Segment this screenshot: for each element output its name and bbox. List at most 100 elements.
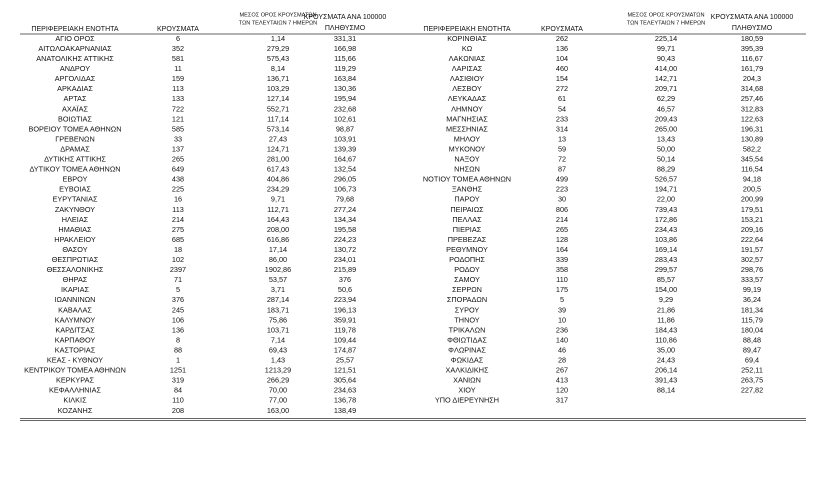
region-cell: ΕΒΡΟΥ [63,175,88,184]
mean-cell: 279,29 [267,44,289,53]
mean-cell: 414,00 [655,64,677,73]
cases-cell: 39 [558,305,566,314]
mean-cell: 127,14 [267,94,289,103]
per100k-cell: 99,19 [743,285,761,294]
cases-cell: 225 [172,185,184,194]
region-cell: ΤΗΝΟΥ [454,315,479,324]
per100k-cell: 88,48 [743,335,761,344]
region-cell: ΕΥΡΥΤΑΝΙΑΣ [53,195,98,204]
region-cell: ΜΥΚΟΝΟΥ [449,144,486,153]
mean-cell: 50,00 [657,144,675,153]
region-cell: ΣΑΜΟΥ [454,275,480,284]
region-cell: ΥΠΟ ΔΙΕΡΕΥΝΗΣΗ [435,396,499,405]
region-cell: ΡΟΔΟΥ [454,265,480,274]
mean-cell: 526,57 [655,175,677,184]
per100k-cell: 227,82 [741,386,763,395]
cases-cell: 6 [176,34,180,43]
mean-cell: 53,57 [269,275,287,284]
mean-cell: 124,71 [267,144,289,153]
cases-cell: 16 [174,195,182,204]
region-cell: ΝΗΣΩΝ [454,165,480,174]
region-cell: ΠΕΙΡΑΙΩΣ [450,205,484,214]
region-cell: ΘΕΣΣΑΛΟΝΙΚΗΣ [47,265,104,274]
per100k-cell: 200,5 [743,185,761,194]
per100k-cell: 222,64 [741,235,763,244]
per100k-cell: 195,58 [334,225,356,234]
cases-cell: 649 [172,165,184,174]
region-cell: ΛΑΡΙΣΑΣ [452,64,483,73]
cases-cell: 233 [556,114,568,123]
mean-cell: 7,14 [271,335,285,344]
per100k-cell: 232,68 [334,104,356,113]
mean-cell: 88,29 [657,165,675,174]
region-cell: ΔΥΤΙΚΟΥ ΤΟΜΕΑ ΑΘΗΝΩΝ [29,165,120,174]
per100k-cell: 79,68 [336,195,354,204]
cases-cell: 121 [172,114,184,123]
mean-cell: 103,29 [267,84,289,93]
cases-cell: 585 [172,124,184,133]
mean-cell: 3,71 [271,285,285,294]
per100k-cell: 174,87 [334,345,356,354]
region-cell: ΜΗΛΟΥ [454,134,481,143]
region-cell: ΚΑΒΑΛΑΣ [58,305,92,314]
region-cell: ΣΠΟΡΑΔΩΝ [447,295,487,304]
mean-cell: 1902,86 [265,265,291,274]
cases-cell: 136 [172,325,184,334]
per100k-cell: 132,54 [334,165,356,174]
mean-cell: 117,14 [267,114,289,123]
per100k-cell: 119,78 [334,325,356,334]
per100k-cell: 179,51 [741,205,763,214]
cases-cell: 46 [558,345,566,354]
per100k-cell: 196,13 [334,305,356,314]
region-cell: ΗΛΕΙΑΣ [62,215,89,224]
per100k-cell: 257,46 [741,94,763,103]
per100k-cell: 298,76 [741,265,763,274]
per100k-cell: 139,39 [334,144,356,153]
per100k-cell: 331,31 [334,34,356,43]
mean-cell: 27,43 [269,134,287,143]
cases-cell: 59 [558,144,566,153]
cases-cell: 208 [172,406,184,415]
cases-cell: 102 [172,255,184,264]
mean-cell: 616,86 [267,235,289,244]
region-cell: ΚΟΡΙΝΘΙΑΣ [447,34,487,43]
mean-cell: 283,43 [655,255,677,264]
per100k-cell: 116,67 [741,54,763,63]
region-cell: ΑΡΤΑΣ [63,94,87,103]
per100k-cell: 122,63 [741,114,763,123]
cases-cell: 18 [174,245,182,254]
cases-cell: 133 [172,94,184,103]
per100k-header: ΠΛΗΘΥΣΜΟ [732,25,773,32]
region-cell: ΧΙΟΥ [458,386,475,395]
cases-cell: 267 [556,366,568,375]
per100k-cell: 136,78 [334,396,356,405]
mean-header: ΤΩΝ ΤΕΛΕΥΤΑΙΩΝ 7 ΗΜΕΡΩΝ [239,20,317,26]
cases-cell: 214 [556,215,568,224]
region-cell: ΘΗΡΑΣ [63,275,88,284]
per100k-cell: 582,2 [743,144,761,153]
per100k-cell: 181,34 [741,305,763,314]
cases-cell: 72 [558,155,566,164]
cases-cell: 154 [556,74,568,83]
region-cell: ΜΑΓΝΗΣΙΑΣ [446,114,488,123]
cases-cell: 164 [556,245,568,254]
mean-cell: 9,29 [659,295,673,304]
cases-cell: 438 [172,175,184,184]
per100k-cell: 305,64 [334,376,356,385]
mean-cell: 22,00 [657,195,675,204]
mean-cell: 573,14 [267,124,289,133]
cases-cell: 413 [556,376,568,385]
mean-cell: 8,14 [271,64,285,73]
cases-cell: 1 [176,356,180,365]
region-cell: ΑΡΚΑΔΙΑΣ [57,84,93,93]
per100k-cell: 209,16 [741,225,763,234]
mean-cell: 88,14 [657,386,675,395]
per100k-cell: 164,67 [334,155,356,164]
mean-cell: 183,71 [267,305,289,314]
cases-cell: 581 [172,54,184,63]
mean-cell: 70,00 [269,386,287,395]
mean-cell: 35,00 [657,345,675,354]
cases-cell: 265 [172,155,184,164]
cases-cell: 71 [174,275,182,284]
per100k-cell: 263,75 [741,376,763,385]
